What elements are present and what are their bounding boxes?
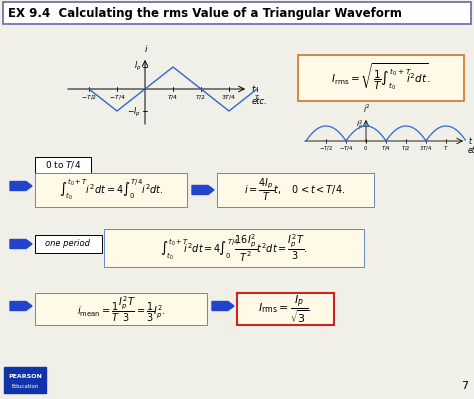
Text: $-T/4$: $-T/4$ bbox=[339, 144, 353, 152]
FancyBboxPatch shape bbox=[104, 229, 364, 267]
FancyBboxPatch shape bbox=[35, 157, 91, 173]
Text: $-I_p$: $-I_p$ bbox=[127, 105, 141, 119]
FancyBboxPatch shape bbox=[4, 367, 46, 393]
Text: $T/2$: $T/2$ bbox=[401, 144, 411, 152]
FancyArrow shape bbox=[10, 182, 32, 190]
FancyBboxPatch shape bbox=[298, 55, 464, 101]
FancyBboxPatch shape bbox=[237, 293, 334, 325]
Text: $T$: $T$ bbox=[443, 144, 449, 152]
Text: $i_{\rm mean} = \dfrac{1}{T}\dfrac{I_p^2 T}{3} = \dfrac{1}{3}I_p^2.$: $i_{\rm mean} = \dfrac{1}{T}\dfrac{I_p^2… bbox=[77, 294, 165, 324]
Text: $I_p$: $I_p$ bbox=[134, 59, 141, 73]
Text: $-T/2$: $-T/2$ bbox=[319, 144, 333, 152]
Text: $-T/2$: $-T/2$ bbox=[81, 93, 97, 101]
Text: EX 9.4  Calculating the rms Value of a Triangular Waveform: EX 9.4 Calculating the rms Value of a Tr… bbox=[8, 6, 402, 20]
FancyBboxPatch shape bbox=[3, 2, 471, 24]
Text: $-T/4$: $-T/4$ bbox=[109, 93, 126, 101]
Text: $T/4$: $T/4$ bbox=[381, 144, 391, 152]
FancyBboxPatch shape bbox=[35, 293, 207, 325]
Text: $0$: $0$ bbox=[364, 144, 368, 152]
Text: one period: one period bbox=[46, 239, 91, 249]
Text: $I_{\rm rms} = \sqrt{\dfrac{1}{T}\int_{t_0}^{t_0+T}\!\! i^2 dt}.$: $I_{\rm rms} = \sqrt{\dfrac{1}{T}\int_{t… bbox=[331, 62, 431, 92]
Text: etc.: etc. bbox=[252, 97, 268, 106]
Text: PEARSON: PEARSON bbox=[8, 373, 42, 379]
Text: $t$: $t$ bbox=[468, 134, 473, 146]
Text: $\int_{t_0}^{t_0+T}\!\! i^2 dt = 4\!\int_{0}^{T/4}\!\!\dfrac{16I_p^2}{T^2} t^2 d: $\int_{t_0}^{t_0+T}\!\! i^2 dt = 4\!\int… bbox=[160, 233, 308, 263]
Text: $3T/4$: $3T/4$ bbox=[419, 144, 433, 152]
Text: $I_p^2$: $I_p^2$ bbox=[356, 119, 363, 133]
FancyBboxPatch shape bbox=[35, 173, 187, 207]
FancyArrow shape bbox=[192, 186, 214, 194]
Text: $i$: $i$ bbox=[144, 43, 148, 54]
Text: $t$: $t$ bbox=[251, 83, 257, 93]
Text: $0$ to $T/4$: $0$ to $T/4$ bbox=[45, 160, 81, 170]
Text: 7: 7 bbox=[461, 381, 468, 391]
Text: $i = \dfrac{4I_p}{T}t,\quad 0 < t < T/4.$: $i = \dfrac{4I_p}{T}t,\quad 0 < t < T/4.… bbox=[244, 177, 346, 203]
FancyBboxPatch shape bbox=[217, 173, 374, 207]
Text: $T/2$: $T/2$ bbox=[195, 93, 207, 101]
Text: etc.: etc. bbox=[468, 146, 474, 155]
Text: Education: Education bbox=[11, 383, 39, 389]
FancyArrow shape bbox=[212, 302, 234, 310]
Text: $I_{\rm rms} = \dfrac{I_p}{\sqrt{3}}.$: $I_{\rm rms} = \dfrac{I_p}{\sqrt{3}}.$ bbox=[258, 293, 312, 325]
Text: $T$: $T$ bbox=[254, 93, 260, 101]
FancyArrow shape bbox=[10, 302, 32, 310]
FancyBboxPatch shape bbox=[35, 235, 102, 253]
Text: $3T/4$: $3T/4$ bbox=[221, 93, 237, 101]
FancyArrow shape bbox=[10, 239, 32, 249]
Text: $\int_{t_0}^{t_0+T} i^2 dt = 4\int_{0}^{T/4} i^2 dt.$: $\int_{t_0}^{t_0+T} i^2 dt = 4\int_{0}^{… bbox=[59, 178, 164, 202]
Text: $T/4$: $T/4$ bbox=[167, 93, 179, 101]
Text: $i^2$: $i^2$ bbox=[363, 103, 371, 115]
